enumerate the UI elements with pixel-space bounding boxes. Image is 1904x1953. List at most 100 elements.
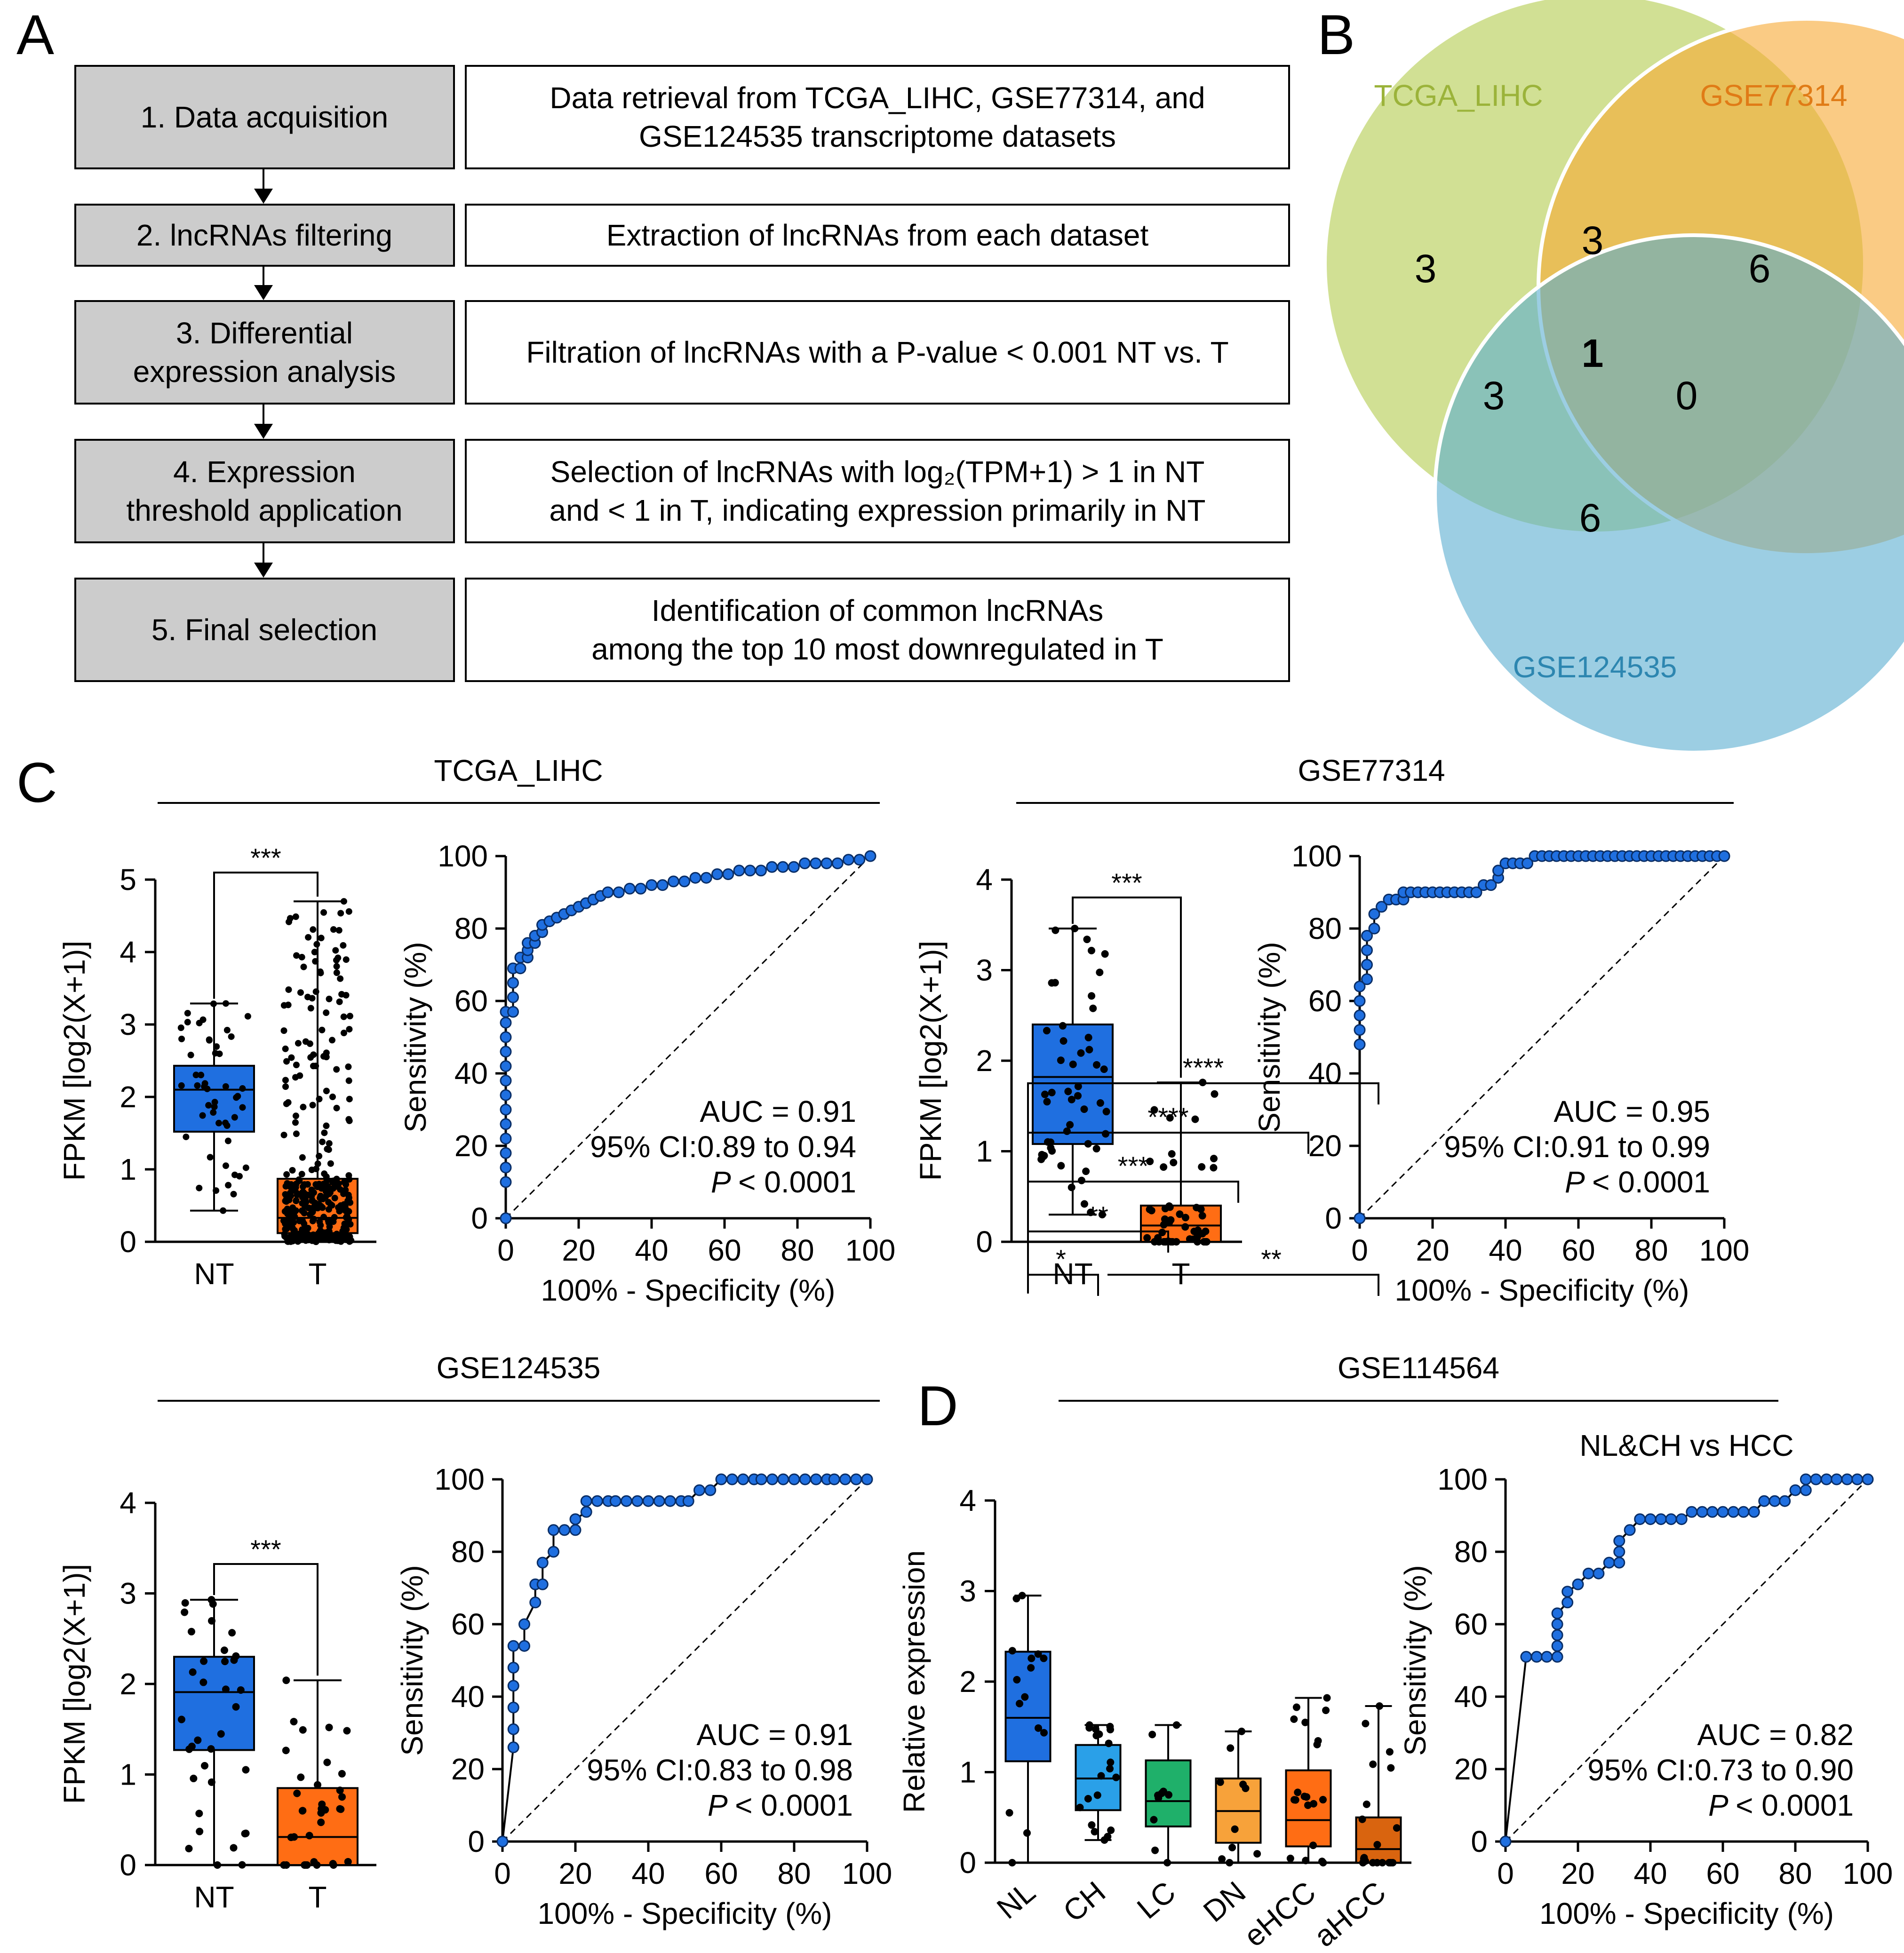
workflow-step-box bbox=[74, 439, 455, 543]
y-axis-label: Sensitivity (%) bbox=[1398, 1565, 1432, 1755]
y-tick-label: 4 bbox=[119, 1486, 136, 1520]
roc-point bbox=[500, 1046, 512, 1058]
data-point bbox=[1310, 1800, 1318, 1808]
data-point bbox=[1013, 1676, 1021, 1684]
data-point bbox=[1096, 969, 1104, 976]
data-point bbox=[293, 1198, 300, 1205]
data-point bbox=[340, 898, 347, 905]
data-point bbox=[1057, 1162, 1065, 1170]
data-point bbox=[298, 1171, 305, 1178]
roc-point bbox=[500, 1016, 512, 1029]
p-value-label: P < 0.0001 bbox=[1565, 1165, 1710, 1199]
roc-point bbox=[799, 1473, 811, 1485]
roc-point bbox=[1485, 879, 1497, 891]
roc-point bbox=[1717, 1506, 1729, 1518]
roc-point bbox=[1530, 1651, 1543, 1663]
roc-point bbox=[500, 1104, 512, 1116]
roc-point bbox=[1572, 1578, 1584, 1590]
roc-point bbox=[656, 879, 669, 891]
x-tick-label: 100 bbox=[1699, 1233, 1750, 1267]
data-point bbox=[1387, 1764, 1395, 1772]
data-point bbox=[1197, 1205, 1205, 1213]
y-tick-label: 1 bbox=[119, 1152, 136, 1186]
roc-point bbox=[621, 1495, 632, 1507]
data-point bbox=[346, 1026, 353, 1033]
roc-point bbox=[1727, 1506, 1739, 1518]
box-group-nl bbox=[1004, 1592, 1052, 1866]
data-point bbox=[223, 1000, 230, 1007]
data-point bbox=[340, 1030, 347, 1037]
roc-point bbox=[569, 1524, 582, 1536]
data-point bbox=[1040, 1654, 1048, 1662]
data-point bbox=[292, 1119, 299, 1126]
data-point bbox=[1165, 1218, 1173, 1226]
data-point bbox=[318, 935, 325, 942]
data-point bbox=[1084, 1794, 1092, 1802]
data-point bbox=[326, 995, 333, 1002]
data-point bbox=[333, 1180, 340, 1187]
data-point bbox=[299, 1194, 306, 1201]
data-point bbox=[299, 1183, 306, 1190]
roc-point bbox=[518, 1618, 530, 1630]
box-group-nt bbox=[173, 1000, 255, 1214]
data-point bbox=[225, 1182, 232, 1189]
x-tick-label: 40 bbox=[635, 1233, 668, 1267]
roc-point bbox=[1737, 1506, 1750, 1518]
roc-point bbox=[853, 854, 866, 866]
data-point bbox=[300, 963, 307, 970]
roc-point bbox=[715, 1473, 727, 1485]
box-group-ahcc bbox=[1355, 1702, 1402, 1866]
x-tick-label: T bbox=[308, 1257, 327, 1291]
roc-point bbox=[755, 865, 767, 877]
data-point bbox=[320, 1214, 327, 1221]
data-point bbox=[1286, 1854, 1294, 1862]
data-point bbox=[287, 1192, 295, 1199]
p-value-label: P < 0.0001 bbox=[711, 1165, 856, 1199]
data-point bbox=[282, 1083, 289, 1090]
data-point bbox=[321, 1806, 329, 1814]
roc-point bbox=[1644, 1513, 1657, 1525]
data-point bbox=[309, 1102, 316, 1109]
data-point bbox=[345, 1194, 352, 1201]
data-point bbox=[320, 909, 327, 916]
data-point bbox=[194, 1082, 201, 1089]
data-point bbox=[1242, 1784, 1250, 1792]
roc-point bbox=[1748, 1506, 1760, 1518]
data-point bbox=[1069, 1060, 1077, 1068]
significance-label: *** bbox=[250, 1534, 281, 1564]
data-point bbox=[233, 1094, 240, 1101]
data-point bbox=[210, 1000, 217, 1007]
data-point bbox=[346, 1096, 353, 1103]
data-point bbox=[200, 1657, 208, 1665]
data-point bbox=[333, 963, 340, 970]
data-point bbox=[324, 1145, 331, 1152]
roc-point bbox=[558, 1524, 571, 1536]
data-point bbox=[206, 1037, 213, 1044]
venn-count-tcga-gse124: 3 bbox=[1483, 373, 1505, 418]
roc-point bbox=[737, 1473, 749, 1485]
data-point bbox=[209, 1600, 217, 1608]
roc-point bbox=[500, 1133, 512, 1145]
data-point bbox=[316, 1152, 323, 1159]
roc-gse77314: 00 20 20 40 40 60 60 80 80 100 100 100% - Specifici… bbox=[1252, 839, 1749, 1307]
data-point bbox=[1362, 1720, 1370, 1728]
x-tick-label: 60 bbox=[1706, 1857, 1739, 1890]
p-value-text: < 0.0001 bbox=[1592, 1165, 1710, 1199]
data-point bbox=[1043, 1027, 1051, 1035]
y-tick-label: 2 bbox=[119, 1080, 136, 1114]
x-tick-label: NT bbox=[194, 1257, 234, 1291]
section-title-gse77314: GSE77314 bbox=[1298, 754, 1445, 787]
data-point bbox=[346, 1117, 353, 1124]
roc-point bbox=[507, 1640, 519, 1652]
workflow-step-box bbox=[74, 65, 455, 169]
data-point bbox=[326, 1140, 333, 1147]
roc-point bbox=[1603, 1556, 1615, 1569]
roc-point bbox=[1551, 1618, 1563, 1630]
data-point bbox=[282, 1676, 290, 1684]
roc-point bbox=[1851, 1473, 1864, 1485]
roc-point bbox=[810, 1473, 822, 1485]
comparison-bracket bbox=[1107, 1274, 1379, 1296]
data-point bbox=[1085, 1724, 1093, 1732]
data-point bbox=[1163, 1859, 1171, 1866]
data-point bbox=[310, 926, 317, 933]
